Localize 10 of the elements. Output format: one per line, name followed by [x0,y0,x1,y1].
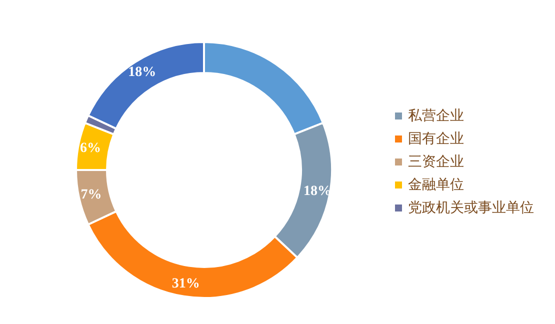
legend-label: 金融单位 [408,177,464,193]
data-label: 18% [303,184,332,200]
legend-label: 私营企业 [408,108,464,124]
data-label: 6% [80,140,102,156]
data-label: 7% [80,188,102,203]
legend-label: 党政机关或事业单位 [408,200,534,216]
data-label: 18% [128,64,156,80]
legend-label: 国有企业 [408,131,464,147]
data-label: 31% [172,276,200,292]
legend-label: 三资企业 [408,154,464,170]
